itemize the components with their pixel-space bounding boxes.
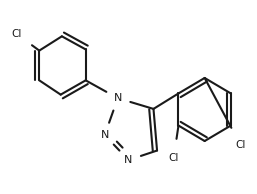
Text: Cl: Cl [169, 153, 179, 163]
Text: N: N [100, 130, 109, 140]
Text: Cl: Cl [12, 29, 22, 39]
Text: Cl: Cl [235, 140, 245, 150]
Text: N: N [124, 155, 133, 165]
Text: N: N [114, 93, 122, 103]
